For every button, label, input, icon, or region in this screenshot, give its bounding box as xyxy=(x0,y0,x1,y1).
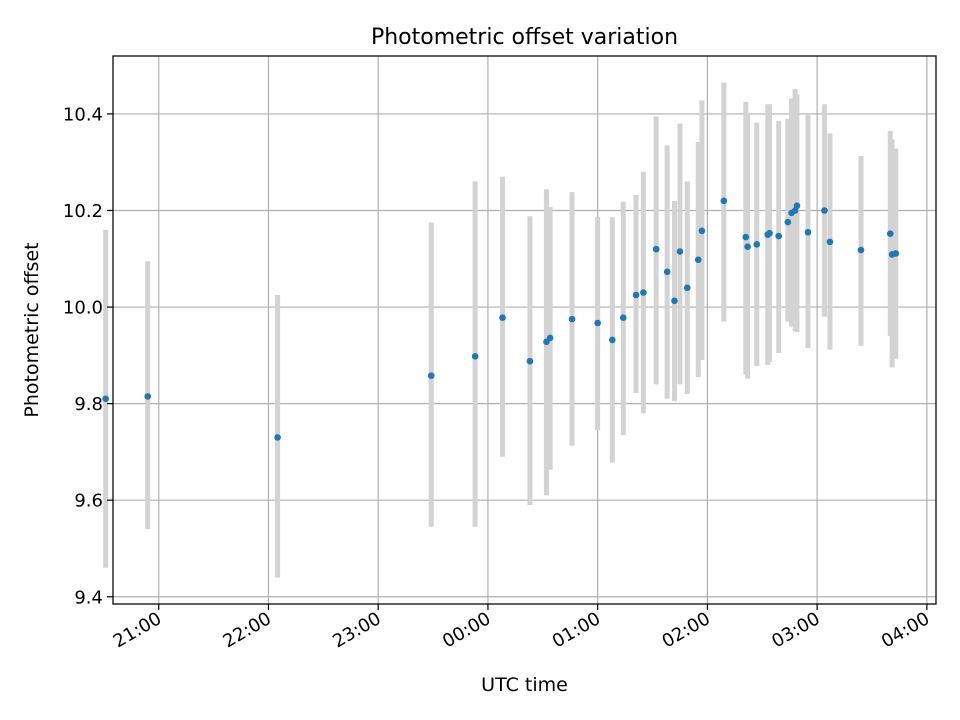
data-point xyxy=(698,227,706,235)
x-axis-label: UTC time xyxy=(481,674,568,696)
data-point xyxy=(427,372,435,379)
data-point xyxy=(676,248,684,255)
data-point xyxy=(720,197,728,205)
data-point xyxy=(499,314,506,321)
data-points xyxy=(102,197,900,441)
data-point xyxy=(608,336,616,344)
data-point xyxy=(804,228,812,236)
data-point xyxy=(640,289,647,296)
data-point xyxy=(821,207,828,214)
y-tick-label: 10.0 xyxy=(63,298,103,319)
data-point xyxy=(742,233,750,241)
data-point xyxy=(671,297,678,305)
data-point xyxy=(886,230,894,237)
data-point xyxy=(663,268,671,276)
data-point xyxy=(568,315,576,323)
y-tick-label: 9.8 xyxy=(74,394,103,415)
y-tick-label: 9.4 xyxy=(74,587,103,608)
plot-area-frame xyxy=(112,55,937,605)
data-point xyxy=(892,250,900,257)
data-point xyxy=(753,240,761,248)
y-tick-label: 10.2 xyxy=(63,201,103,222)
data-point xyxy=(546,334,554,342)
y-tick-label: 10.4 xyxy=(63,104,103,125)
data-point xyxy=(694,256,702,264)
chart-title: Photometric offset variation xyxy=(371,25,678,50)
data-point xyxy=(766,229,773,237)
data-point xyxy=(775,232,783,240)
data-point xyxy=(471,353,479,360)
data-point xyxy=(274,434,281,441)
data-point xyxy=(102,395,109,403)
data-point xyxy=(652,245,660,253)
data-point xyxy=(857,246,865,254)
data-point xyxy=(619,314,627,321)
data-point xyxy=(784,218,792,226)
data-point xyxy=(594,319,601,327)
data-point xyxy=(632,291,640,299)
data-point xyxy=(144,393,152,400)
data-point xyxy=(793,202,801,209)
data-point xyxy=(826,238,834,246)
data-point xyxy=(526,357,534,365)
y-tick-label: 9.6 xyxy=(74,491,103,512)
y-axis-ticks: 9.4 9.6 9.8 10.0 10.2 10.4 xyxy=(63,104,113,608)
gridlines xyxy=(113,56,936,604)
data-point xyxy=(744,243,751,251)
y-axis-label: Photometric offset xyxy=(21,242,43,417)
data-point xyxy=(683,284,691,292)
